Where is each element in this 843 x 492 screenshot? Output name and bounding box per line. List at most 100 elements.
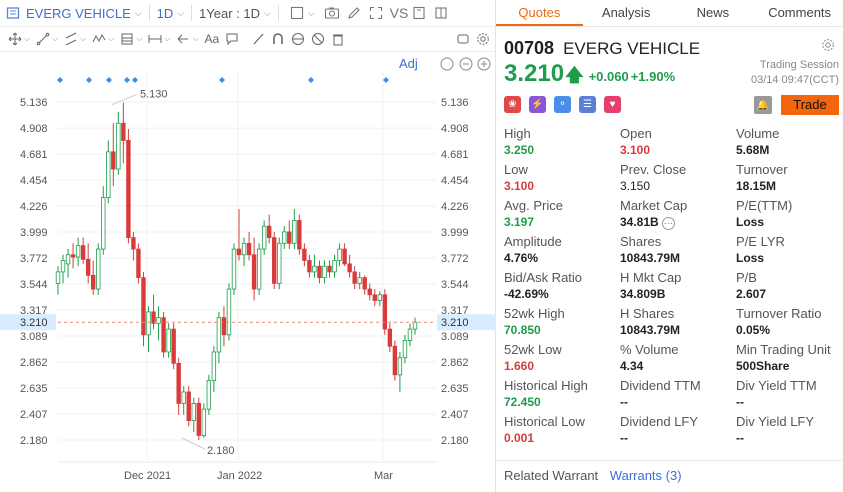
- candle-body: [131, 237, 136, 250]
- trade-button[interactable]: Trade: [781, 95, 839, 115]
- zoom-in-icon[interactable]: [477, 57, 491, 71]
- event-marker-icon[interactable]: [383, 77, 389, 83]
- hk-flag-icon[interactable]: ❀: [504, 96, 521, 113]
- channel-tool[interactable]: ⌵: [64, 28, 86, 50]
- brush-tool[interactable]: [251, 28, 265, 50]
- warrants-link[interactable]: Warrants (3): [609, 468, 682, 483]
- range-selector[interactable]: 1Year : 1D ⌵: [199, 6, 271, 21]
- line-tool[interactable]: ⌵: [36, 28, 58, 50]
- interval-selector[interactable]: 1D ⌵: [157, 6, 184, 21]
- low-marker-label: 2.180: [207, 445, 235, 457]
- hide-tool[interactable]: [311, 28, 325, 50]
- candle: [126, 128, 131, 244]
- stat-value: Loss: [736, 215, 792, 229]
- text-tool[interactable]: Aa: [204, 32, 220, 46]
- fullscreen-icon[interactable]: [365, 2, 387, 24]
- stat-value-text: 72.450: [504, 395, 541, 409]
- candle-body: [256, 248, 262, 290]
- tab-analysis[interactable]: Analysis: [601, 5, 651, 20]
- book-icon[interactable]: [408, 2, 430, 24]
- magnet-tool[interactable]: [271, 28, 285, 50]
- candlestick-chart[interactable]: 5.136 4.908 4.681 4.454 4.226 3.999 3.772 3.544…: [0, 52, 496, 492]
- fib-tool[interactable]: ⌵: [120, 28, 142, 50]
- event-marker-icon[interactable]: [57, 77, 63, 83]
- lightning-icon[interactable]: ⚡: [529, 96, 546, 113]
- compare-button[interactable]: VS: [389, 5, 409, 21]
- quote-pane: Quotes Analysis News Comments 00708 EVER…: [496, 0, 843, 492]
- undo-icon[interactable]: [440, 57, 454, 71]
- pencil-icon[interactable]: [343, 2, 365, 24]
- camera-icon[interactable]: [321, 2, 343, 24]
- divider: [496, 460, 843, 461]
- event-marker-icon[interactable]: [124, 77, 130, 83]
- tab-quotes[interactable]: Quotes: [496, 0, 583, 26]
- y-tick-label-right: 4.226: [441, 201, 469, 213]
- chevron-down-icon[interactable]: ⌵: [307, 7, 315, 18]
- candle-body: [241, 242, 247, 256]
- chart-type-icon[interactable]: [286, 2, 308, 24]
- symbol-selector[interactable]: EVERG VEHICLE ⌵: [26, 6, 142, 21]
- more-icon[interactable]: ⋯: [661, 217, 675, 230]
- channel-icon: [65, 32, 77, 46]
- stat-value-text: 2.607: [736, 287, 767, 301]
- adj-button[interactable]: Adj: [399, 56, 418, 71]
- tab-news[interactable]: News: [696, 5, 730, 20]
- price-change-pct: +1.90%: [630, 69, 676, 84]
- event-marker-icon[interactable]: [308, 77, 314, 83]
- zoom-out-icon[interactable]: [459, 57, 473, 71]
- stat-value: 2.607: [736, 287, 766, 301]
- stat-value-text: 18.15M: [736, 179, 777, 193]
- bell-icon[interactable]: 🔔: [754, 96, 772, 114]
- candle-body: [297, 220, 302, 250]
- candle-body: [211, 351, 217, 381]
- low-marker-line: [181, 437, 206, 450]
- tag-icon[interactable]: ⚬: [554, 96, 571, 113]
- list-icon[interactable]: [2, 2, 24, 24]
- candle: [277, 237, 282, 290]
- related-warrant: Related Warrant Warrants (3): [504, 468, 682, 483]
- stat-turnover: Turnover 18.15M: [736, 162, 788, 193]
- candle-body: [231, 248, 237, 290]
- layers-tool[interactable]: [456, 28, 470, 50]
- expand-icon[interactable]: [430, 2, 452, 24]
- stat-value-text: 3.100: [620, 143, 651, 157]
- gear-icon[interactable]: [821, 38, 835, 55]
- range-tool[interactable]: ⌵: [148, 28, 170, 50]
- candle-body: [352, 271, 357, 284]
- event-marker-icon[interactable]: [132, 77, 138, 83]
- settings-tool[interactable]: [476, 28, 490, 50]
- candle-body: [166, 328, 171, 353]
- delete-tool[interactable]: [331, 28, 345, 50]
- trend-line-icon: [36, 32, 50, 46]
- stat-value-text: -42.69%: [504, 287, 549, 301]
- event-marker-icon[interactable]: [86, 77, 92, 83]
- document-icon[interactable]: ☰: [579, 96, 596, 113]
- arrow-tool[interactable]: ⌵: [176, 28, 199, 50]
- crosshair-tool[interactable]: ⌵: [8, 28, 30, 50]
- stat-prev-close: Prev. Close 3.150: [620, 162, 686, 193]
- event-marker-icon[interactable]: [106, 77, 112, 83]
- candle-body: [261, 225, 267, 250]
- candle: [387, 323, 393, 352]
- candle: [287, 220, 292, 250]
- candle: [221, 306, 227, 347]
- candle-body: [387, 328, 393, 347]
- chart-toolbar: EVERG VEHICLE ⌵ 1D ⌵ 1Year : 1D ⌵ ⌵ VS: [0, 0, 496, 27]
- y-tick-label-right: 3.999: [441, 227, 469, 239]
- stat-value-text: 5.68M: [736, 143, 770, 157]
- lock-tool[interactable]: [291, 28, 305, 50]
- candle: [186, 386, 191, 427]
- price-change: +0.060: [588, 69, 629, 84]
- candle: [256, 243, 262, 295]
- y-tick-label-right: 4.454: [441, 175, 469, 187]
- candle-body: [327, 265, 332, 273]
- tab-comments[interactable]: Comments: [768, 5, 832, 20]
- candle: [317, 260, 322, 284]
- event-marker-icon[interactable]: [219, 77, 225, 83]
- candle: [407, 323, 413, 347]
- pattern-tool[interactable]: ⌵: [92, 28, 114, 50]
- heart-icon[interactable]: ♥: [604, 96, 621, 113]
- stat-label: Amplitude: [504, 234, 562, 249]
- stat-value-text: 3.150: [620, 179, 651, 193]
- note-tool[interactable]: [225, 28, 239, 50]
